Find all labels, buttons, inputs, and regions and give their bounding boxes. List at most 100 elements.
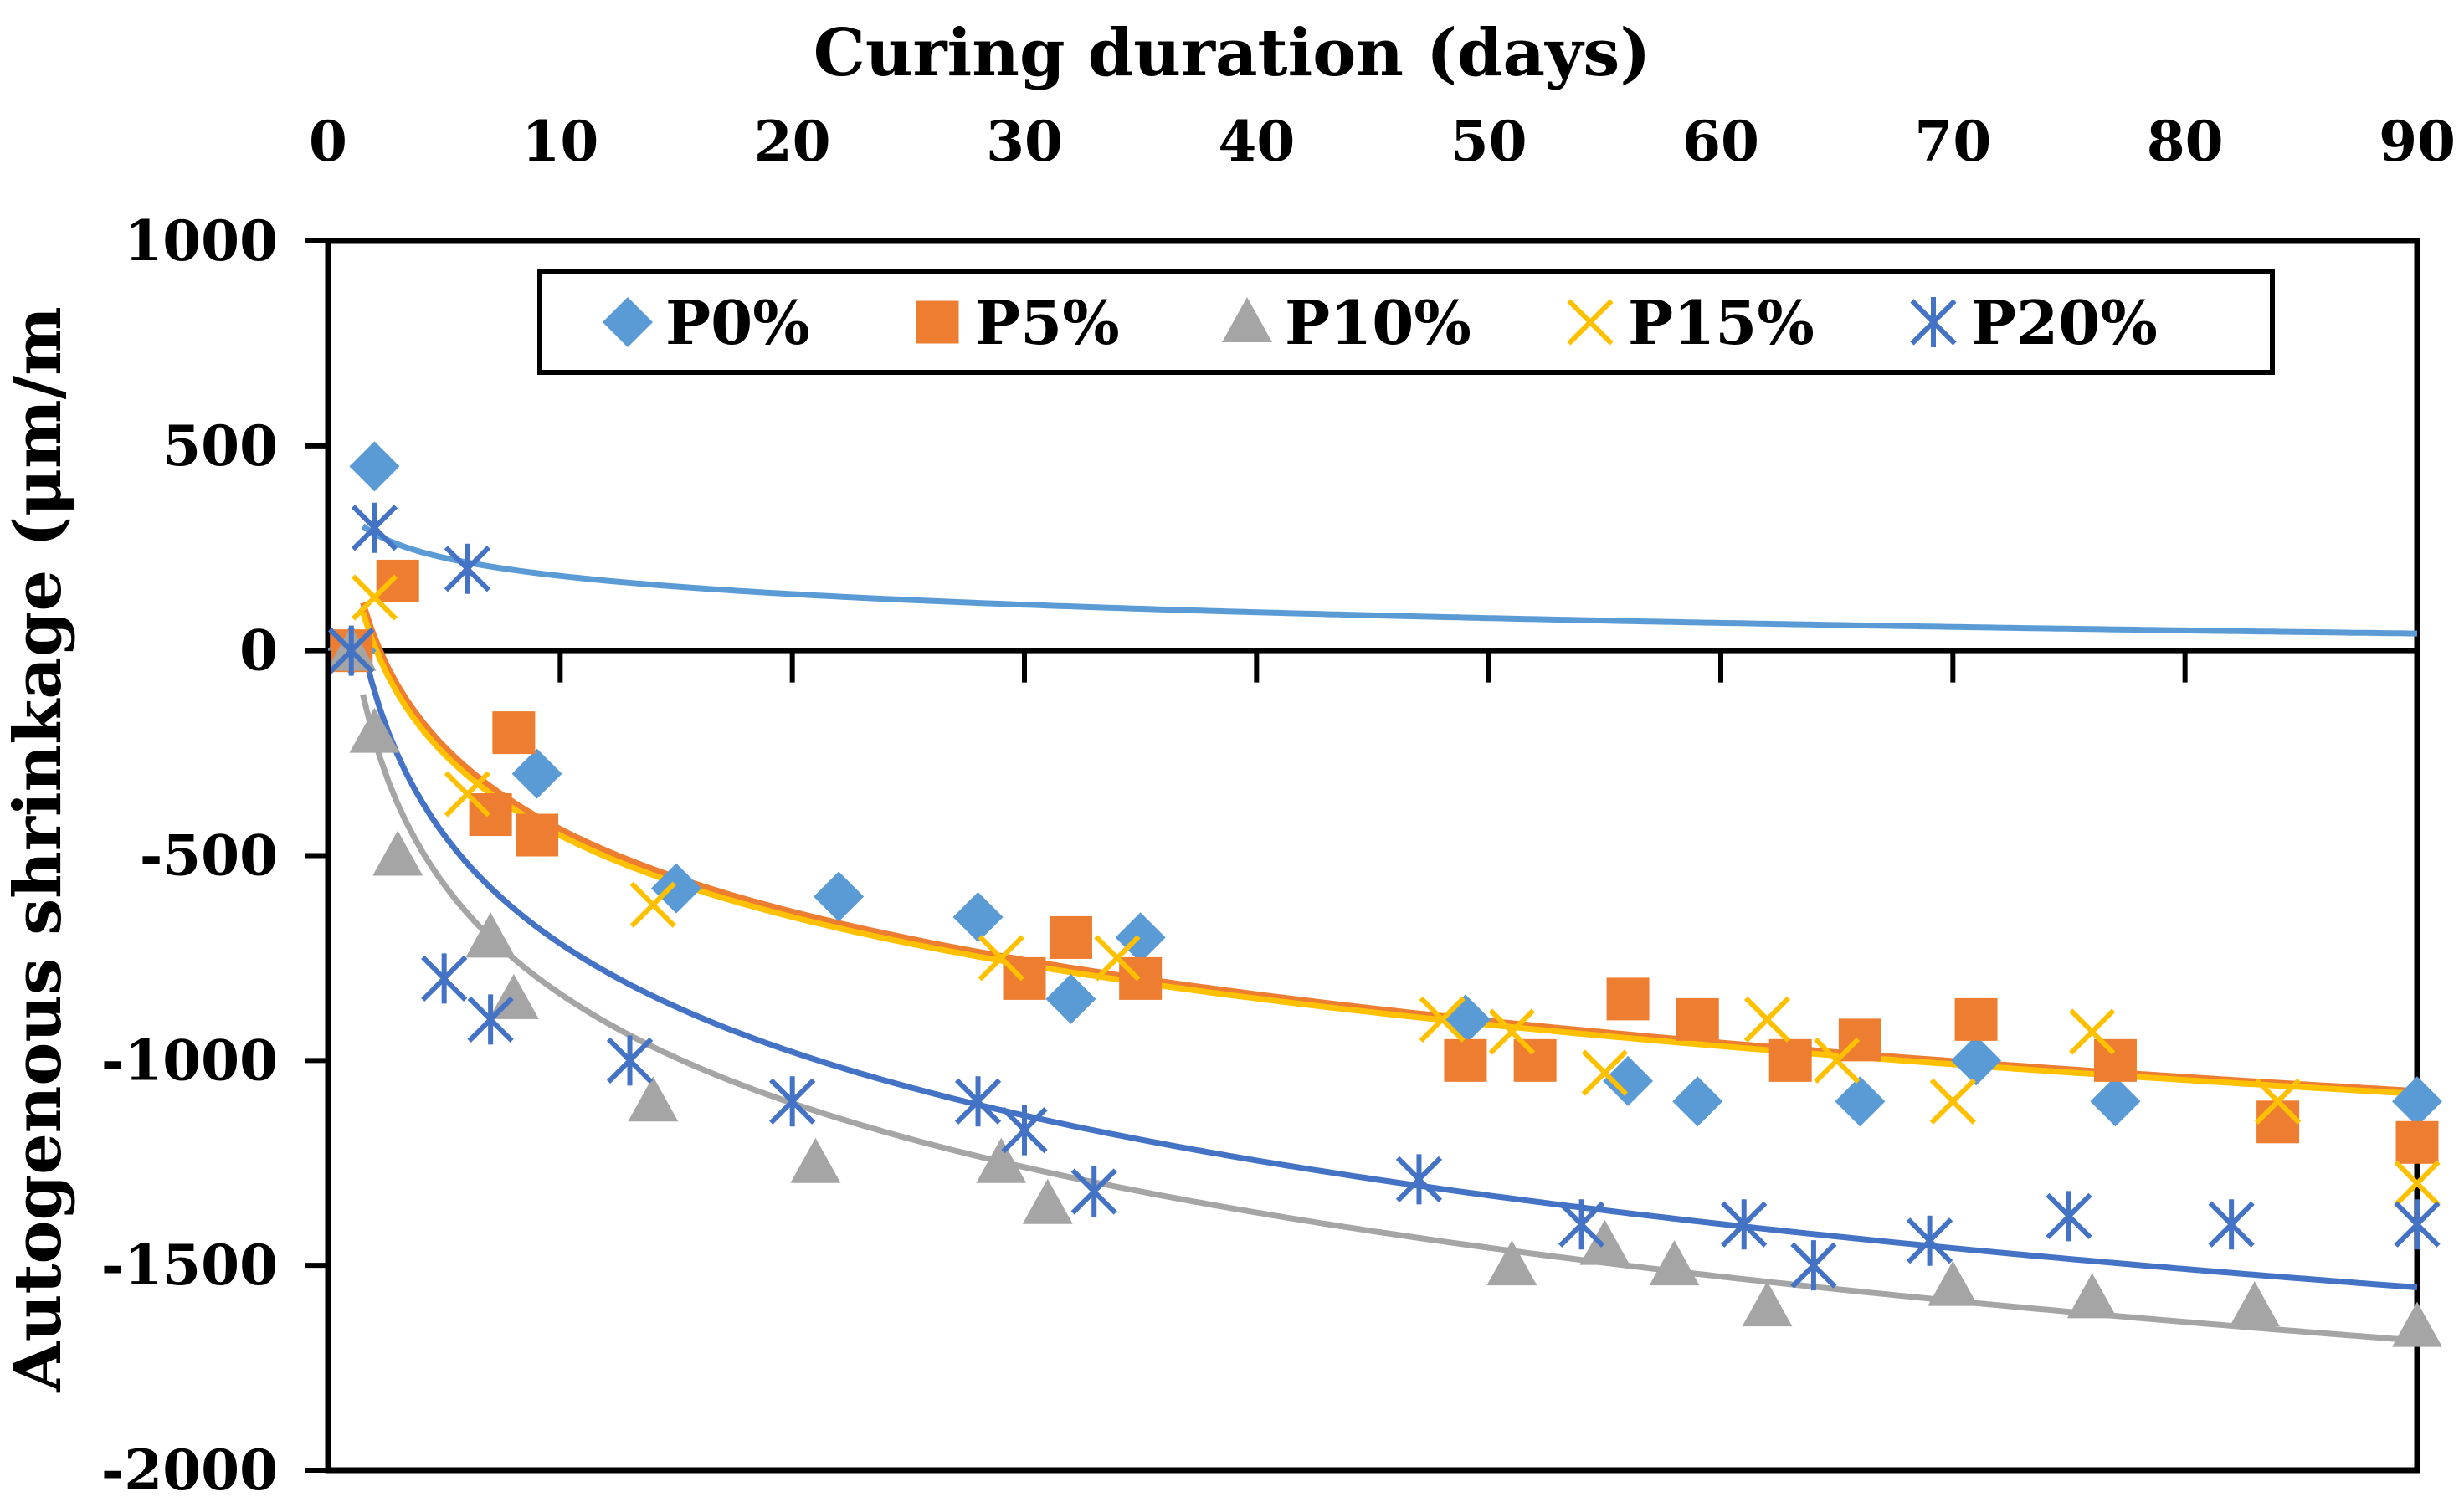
trendline-P5%	[360, 602, 2418, 1094]
legend-label: P5%	[975, 287, 1120, 358]
data-point-P0%	[651, 863, 701, 914]
y-tick-label: -1000	[101, 1028, 278, 1093]
data-point-P10%	[976, 1137, 1027, 1183]
data-point-P15%-stroke	[351, 574, 398, 621]
data-point-P10%	[790, 1137, 841, 1183]
data-point-P5%	[1676, 997, 1719, 1041]
data-point-P5%	[1444, 1038, 1487, 1082]
legend-label: P20%	[1971, 287, 2158, 358]
data-point-P20%	[606, 1035, 654, 1086]
data-point-P15%-stroke	[2394, 1160, 2441, 1207]
data-point-P20%	[1070, 1166, 1117, 1217]
data-point-P15%-stroke	[444, 771, 491, 818]
x-tick-label: 50	[1450, 109, 1527, 174]
data-point-P15%	[351, 574, 398, 621]
data-point-P10%	[372, 830, 424, 876]
data-point-P0%	[1045, 973, 1096, 1024]
data-point-P15%	[1929, 1078, 1976, 1125]
data-point-P15%-stroke	[2254, 1078, 2302, 1125]
trendline-P20%	[360, 645, 2418, 1291]
data-point-P15%	[444, 771, 491, 818]
data-point-P15%	[1094, 935, 1141, 982]
data-point-P15%-stroke	[1929, 1078, 1976, 1125]
data-point-P15%-stroke	[629, 881, 676, 928]
legend-marker-P0%	[603, 297, 653, 347]
y-tick-label: 500	[162, 413, 278, 479]
x-tick-label: 90	[2379, 109, 2456, 174]
data-point-P0%	[1603, 1055, 1654, 1106]
data-point-P5%	[376, 559, 419, 602]
data-point-P20%	[769, 1076, 816, 1127]
data-point-P10%	[1928, 1260, 1979, 1306]
data-point-P0%	[349, 441, 400, 492]
trendline-P15%	[360, 611, 2418, 1097]
data-point-P10%	[1486, 1240, 1537, 1286]
data-point-P15%	[1581, 1049, 1628, 1096]
data-point-P20%	[954, 1076, 1002, 1127]
legend: P0% P5% P10% P15% P20%	[537, 269, 2275, 375]
data-point-P10%	[1022, 1178, 1073, 1224]
data-point-P10%	[2392, 1301, 2442, 1347]
data-point-P15%-stroke	[1743, 996, 1791, 1043]
data-point-P10%	[2066, 1273, 2118, 1319]
data-point-P15%-stroke	[1419, 996, 1466, 1043]
y-tick-label: 1000	[124, 208, 278, 274]
data-point-P15%-stroke	[1488, 1008, 1536, 1055]
legend-marker-P5%	[916, 300, 959, 344]
data-point-P10%	[349, 707, 400, 753]
data-point-P0%	[1672, 1076, 1723, 1127]
data-point-P15%-stroke	[978, 935, 1024, 982]
data-point-P10%	[1579, 1219, 1630, 1265]
plot-frame	[325, 238, 2420, 1474]
data-point-P20%	[467, 994, 514, 1045]
x-axis-title: Curing duration (days)	[814, 15, 1650, 91]
data-point-P15%	[1814, 1037, 1861, 1084]
data-point-P20%	[2046, 1191, 2092, 1242]
data-point-P5%	[516, 813, 559, 857]
data-point-P5%	[1513, 1038, 1557, 1082]
data-point-P20%	[1558, 1199, 1605, 1250]
data-point-P0%	[1835, 1076, 1886, 1127]
data-point-P15%	[2394, 1160, 2441, 1207]
data-point-P15%-stroke	[1094, 935, 1141, 982]
y-tick-label: -1500	[101, 1233, 278, 1298]
data-point-P15%-stroke	[2069, 1008, 2116, 1055]
data-point-P10%	[1742, 1281, 1793, 1327]
data-point-P20%	[1906, 1215, 1953, 1266]
data-point-P20%	[1790, 1240, 1837, 1291]
data-point-P20%	[1001, 1105, 1048, 1156]
data-point-P0%	[511, 748, 562, 799]
legend-label: P0%	[665, 287, 810, 358]
legend-marker-P15%	[1567, 299, 1614, 346]
data-point-P5%	[2256, 1100, 2300, 1144]
x-tick-label: 60	[1682, 109, 1759, 174]
data-point-P20%	[421, 953, 468, 1004]
data-point-P15%	[1488, 1008, 1536, 1055]
x-tick-label: 10	[521, 109, 598, 174]
data-point-P15%	[1419, 996, 1466, 1043]
data-point-P5%	[1768, 1038, 1812, 1082]
data-point-P15%	[978, 935, 1024, 982]
data-point-P20%	[1395, 1154, 1443, 1205]
data-point-P20%	[2394, 1199, 2441, 1250]
data-point-P20%	[328, 625, 375, 676]
data-point-P20%	[2208, 1199, 2255, 1250]
y-tick-label: 0	[239, 618, 278, 684]
data-point-P5%	[2093, 1038, 2137, 1082]
data-point-P0%	[1951, 1035, 2002, 1086]
y-tick-label: -500	[140, 823, 278, 889]
data-point-P15%	[2254, 1078, 2302, 1125]
x-tick-label: 20	[754, 109, 831, 174]
x-tick-label: 0	[309, 109, 347, 174]
legend-marker-P20%	[1910, 297, 1957, 347]
x-tick-label: 80	[2147, 109, 2224, 174]
data-point-P0%	[952, 891, 1004, 942]
data-point-P0%	[2090, 1076, 2141, 1127]
legend-label: P10%	[1285, 287, 1471, 358]
data-point-P5%	[1606, 977, 1650, 1021]
data-point-P15%	[1743, 996, 1791, 1043]
data-point-P20%	[351, 502, 398, 553]
legend-marker-P10%	[1222, 297, 1272, 342]
data-point-P15%	[2069, 1008, 2116, 1055]
